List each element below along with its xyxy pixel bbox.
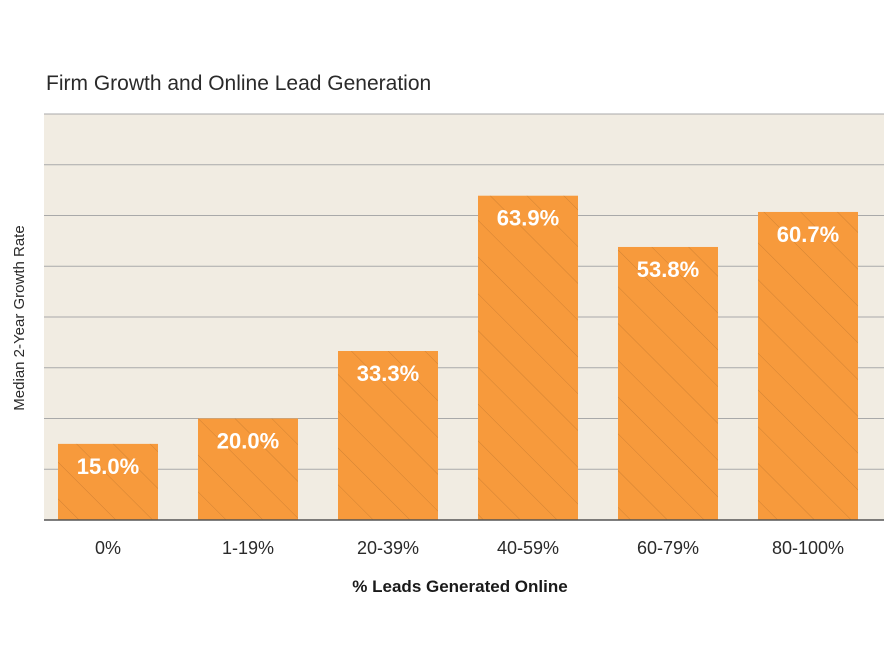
bars (58, 195, 858, 520)
x-tick-label: 1-19% (222, 538, 274, 558)
value-labels: 15.0% 20.0% 33.3% 63.9% 53.8% 60.7% (77, 206, 839, 479)
bar-hatch (198, 418, 298, 520)
bar-5 (618, 246, 718, 520)
bar-6 (758, 211, 858, 520)
x-axis-label: % Leads Generated Online (352, 577, 567, 596)
x-tick-labels: 0% 1-19% 20-39% 40-59% 60-79% 80-100% (95, 538, 844, 558)
bar-hatch (618, 246, 718, 520)
value-label: 60.7% (777, 222, 839, 247)
x-tick-label: 40-59% (497, 538, 559, 558)
chart-title: Firm Growth and Online Lead Generation (46, 72, 431, 95)
x-tick-label: 0% (95, 538, 121, 558)
x-tick-label: 20-39% (357, 538, 419, 558)
bar-4 (478, 195, 578, 520)
x-tick-label: 60-79% (637, 538, 699, 558)
value-label: 15.0% (77, 454, 139, 479)
y-axis-label: Median 2-Year Growth Rate (11, 225, 28, 410)
bar-hatch (478, 195, 578, 520)
x-tick-label: 80-100% (772, 538, 844, 558)
gridlines (44, 113, 884, 470)
bar-hatch (58, 443, 158, 520)
value-label: 33.3% (357, 361, 419, 386)
bar-hatch (758, 211, 858, 520)
bar-1 (58, 443, 158, 520)
value-label: 63.9% (497, 206, 559, 231)
bar-2 (198, 418, 298, 520)
value-label: 53.8% (637, 257, 699, 282)
bar-hatch (338, 351, 438, 520)
bar-3 (338, 351, 438, 520)
value-label: 20.0% (217, 429, 279, 454)
